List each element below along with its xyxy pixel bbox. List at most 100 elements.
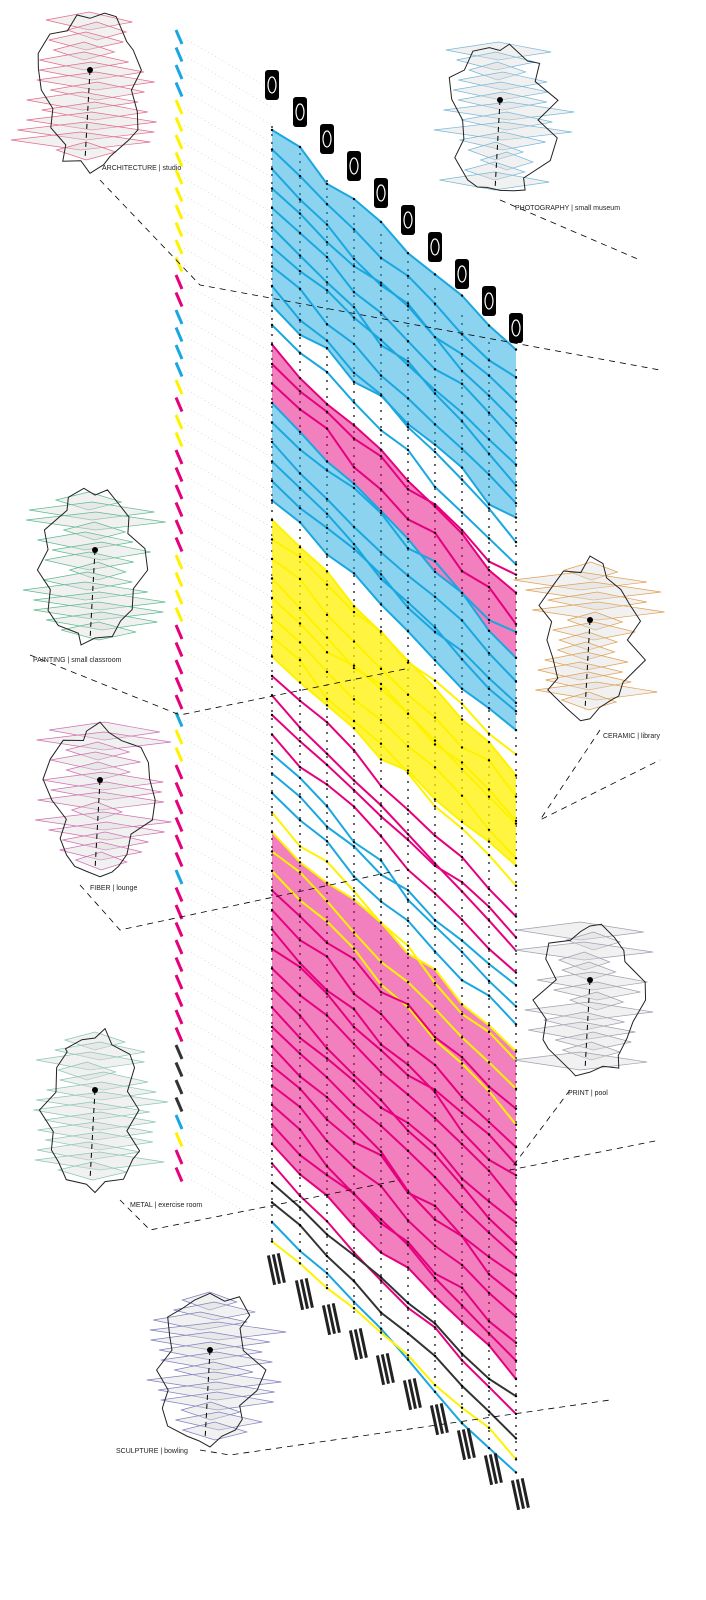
flow-line (271, 538, 517, 756)
node (325, 613, 329, 617)
header-mark (520, 1478, 530, 1509)
node (379, 1071, 383, 1074)
node (487, 994, 491, 997)
flow-line (271, 928, 517, 1177)
node (460, 1234, 464, 1238)
node (487, 1089, 491, 1093)
sculpture-slab (514, 941, 654, 961)
plane-connector (509, 1089, 661, 1171)
node (514, 501, 518, 505)
node (514, 1255, 518, 1259)
node (487, 840, 491, 843)
guide-line (183, 1070, 273, 1123)
sculpture-outline (448, 43, 559, 192)
header-mark (510, 1480, 521, 1511)
node (487, 1273, 491, 1276)
node (298, 577, 302, 581)
sculpture-slab (545, 671, 632, 691)
node (406, 1003, 410, 1006)
node (325, 992, 329, 995)
node (406, 868, 410, 872)
sculpture-slab (28, 501, 155, 521)
strip-mark (174, 501, 184, 518)
header-mark (326, 1304, 336, 1335)
node (514, 622, 518, 626)
node (514, 936, 518, 939)
node (406, 952, 410, 955)
node (325, 941, 329, 945)
header-mark (380, 1354, 390, 1385)
flow-line (271, 1045, 517, 1297)
strip-mark (174, 484, 184, 500)
node (406, 537, 410, 541)
flow-line (271, 811, 517, 1062)
node (352, 947, 356, 950)
node (298, 939, 302, 942)
node (406, 1358, 410, 1361)
node (514, 484, 518, 487)
flow-line (271, 324, 517, 566)
strip-mark (174, 694, 184, 710)
guide-line (183, 772, 273, 826)
strip-mark (174, 624, 184, 640)
node (298, 994, 302, 997)
node (514, 1341, 518, 1344)
guide-line (183, 475, 273, 528)
node (379, 815, 383, 818)
guide-line (183, 405, 273, 458)
sculpture-slab (561, 961, 617, 981)
sculpture-slab (150, 1331, 271, 1351)
node (487, 452, 491, 456)
node (487, 1377, 491, 1381)
node (406, 601, 410, 604)
node (352, 1192, 356, 1195)
strip-mark (174, 344, 184, 360)
node (352, 486, 356, 490)
sculpture-slab (443, 101, 575, 121)
node (514, 1242, 518, 1245)
node (406, 397, 410, 400)
node (487, 788, 491, 791)
node (433, 1326, 437, 1329)
node (325, 526, 329, 530)
sculpture-slab (544, 651, 629, 671)
node (270, 226, 274, 229)
node (270, 128, 274, 132)
node (460, 1142, 464, 1146)
node (298, 641, 302, 644)
node (270, 616, 274, 619)
node (487, 651, 491, 655)
node (514, 1377, 518, 1381)
node (487, 1200, 491, 1203)
sculpture-slab (33, 601, 164, 621)
node (514, 983, 518, 987)
node (298, 174, 302, 178)
node (406, 1301, 410, 1305)
node (487, 853, 491, 857)
guide-line (183, 177, 273, 231)
node (406, 1306, 410, 1310)
node (487, 359, 491, 362)
sculpture-slab (42, 771, 164, 791)
guide-line (183, 247, 273, 301)
node (514, 1023, 518, 1026)
node (514, 1359, 518, 1362)
node (460, 820, 464, 824)
node (406, 661, 410, 664)
node (379, 983, 383, 986)
node (298, 333, 302, 336)
node (298, 965, 302, 969)
node (379, 1327, 383, 1330)
flow-line (271, 967, 517, 1205)
node (325, 1014, 329, 1017)
node (514, 1050, 518, 1053)
sculpture-slab (181, 1291, 238, 1311)
node (406, 808, 410, 812)
strip-mark (174, 1044, 184, 1060)
node (460, 950, 464, 954)
strip-mark (174, 204, 184, 220)
guide-line (183, 877, 273, 931)
strip-mark (174, 309, 184, 325)
sculpture-slab (61, 621, 136, 641)
strip-mark (174, 799, 184, 815)
